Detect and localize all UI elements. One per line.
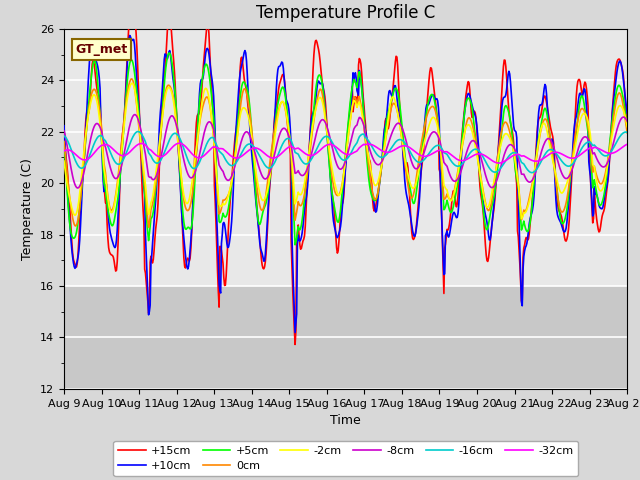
+5cm: [186, 226, 194, 232]
-16cm: [134, 129, 142, 134]
Y-axis label: Temperature (C): Temperature (C): [22, 158, 35, 260]
+15cm: [60, 127, 68, 133]
-8cm: [432, 130, 440, 136]
-2cm: [186, 192, 194, 198]
+5cm: [60, 139, 68, 145]
+10cm: [416, 193, 424, 199]
+5cm: [291, 242, 299, 248]
Line: -16cm: -16cm: [64, 132, 627, 173]
+10cm: [216, 288, 224, 293]
-8cm: [217, 165, 225, 171]
-32cm: [415, 152, 422, 157]
-16cm: [60, 133, 68, 139]
-2cm: [128, 80, 136, 86]
Text: GT_met: GT_met: [76, 43, 127, 56]
-32cm: [186, 149, 194, 155]
-32cm: [128, 147, 136, 153]
Line: -2cm: -2cm: [64, 83, 627, 219]
0cm: [70, 221, 78, 227]
-8cm: [131, 112, 138, 118]
-32cm: [175, 140, 183, 146]
+10cm: [291, 330, 299, 336]
+5cm: [432, 107, 440, 112]
+10cm: [432, 96, 440, 102]
0cm: [145, 225, 152, 230]
+15cm: [216, 243, 224, 249]
-2cm: [60, 158, 68, 164]
-32cm: [60, 148, 68, 154]
X-axis label: Time: Time: [330, 414, 361, 427]
+10cm: [126, 33, 134, 38]
-8cm: [129, 113, 137, 119]
-32cm: [623, 142, 631, 147]
-8cm: [70, 180, 78, 185]
Line: +10cm: +10cm: [64, 36, 627, 333]
Bar: [64, 286, 627, 389]
-16cm: [528, 170, 536, 176]
-32cm: [216, 146, 224, 152]
0cm: [416, 151, 424, 157]
-16cm: [623, 130, 631, 135]
+15cm: [432, 105, 440, 110]
Line: -8cm: -8cm: [64, 115, 627, 188]
+10cm: [129, 36, 137, 42]
+15cm: [291, 342, 299, 348]
+5cm: [416, 165, 424, 170]
Title: Temperature Profile C: Temperature Profile C: [256, 4, 435, 22]
-8cm: [74, 185, 81, 191]
-16cm: [186, 162, 194, 168]
-16cm: [70, 155, 78, 160]
-32cm: [431, 149, 439, 155]
+10cm: [60, 123, 68, 129]
Line: +5cm: +5cm: [64, 53, 627, 245]
+15cm: [70, 259, 78, 265]
0cm: [187, 200, 195, 206]
0cm: [60, 139, 68, 144]
-16cm: [216, 149, 224, 155]
+5cm: [128, 58, 136, 63]
-32cm: [70, 150, 78, 156]
-32cm: [495, 160, 502, 166]
+5cm: [165, 50, 173, 56]
0cm: [127, 76, 135, 82]
+5cm: [216, 220, 224, 226]
+15cm: [127, 6, 134, 12]
+15cm: [186, 255, 194, 261]
+5cm: [70, 235, 78, 241]
+10cm: [623, 110, 631, 116]
-16cm: [128, 135, 136, 141]
+5cm: [623, 127, 631, 133]
-8cm: [623, 119, 631, 124]
+10cm: [186, 247, 194, 253]
-8cm: [60, 128, 68, 134]
0cm: [129, 78, 137, 84]
+15cm: [623, 128, 631, 133]
0cm: [623, 130, 631, 136]
Line: +15cm: +15cm: [64, 9, 627, 345]
Line: 0cm: 0cm: [64, 79, 627, 228]
-2cm: [415, 168, 422, 173]
0cm: [432, 111, 440, 117]
-2cm: [129, 81, 137, 87]
-16cm: [415, 159, 422, 165]
-8cm: [187, 175, 195, 181]
-2cm: [518, 216, 525, 222]
+15cm: [129, 12, 137, 18]
-16cm: [431, 144, 439, 149]
Legend: +15cm, +10cm, +5cm, 0cm, -2cm, -8cm, -16cm, -32cm: +15cm, +10cm, +5cm, 0cm, -2cm, -8cm, -16…: [113, 441, 578, 476]
+15cm: [416, 185, 424, 191]
-2cm: [431, 117, 439, 122]
Line: -32cm: -32cm: [64, 143, 627, 163]
-2cm: [216, 203, 224, 208]
0cm: [217, 208, 225, 214]
-2cm: [70, 212, 78, 217]
-8cm: [416, 162, 424, 168]
-2cm: [623, 124, 631, 130]
+10cm: [70, 264, 78, 269]
